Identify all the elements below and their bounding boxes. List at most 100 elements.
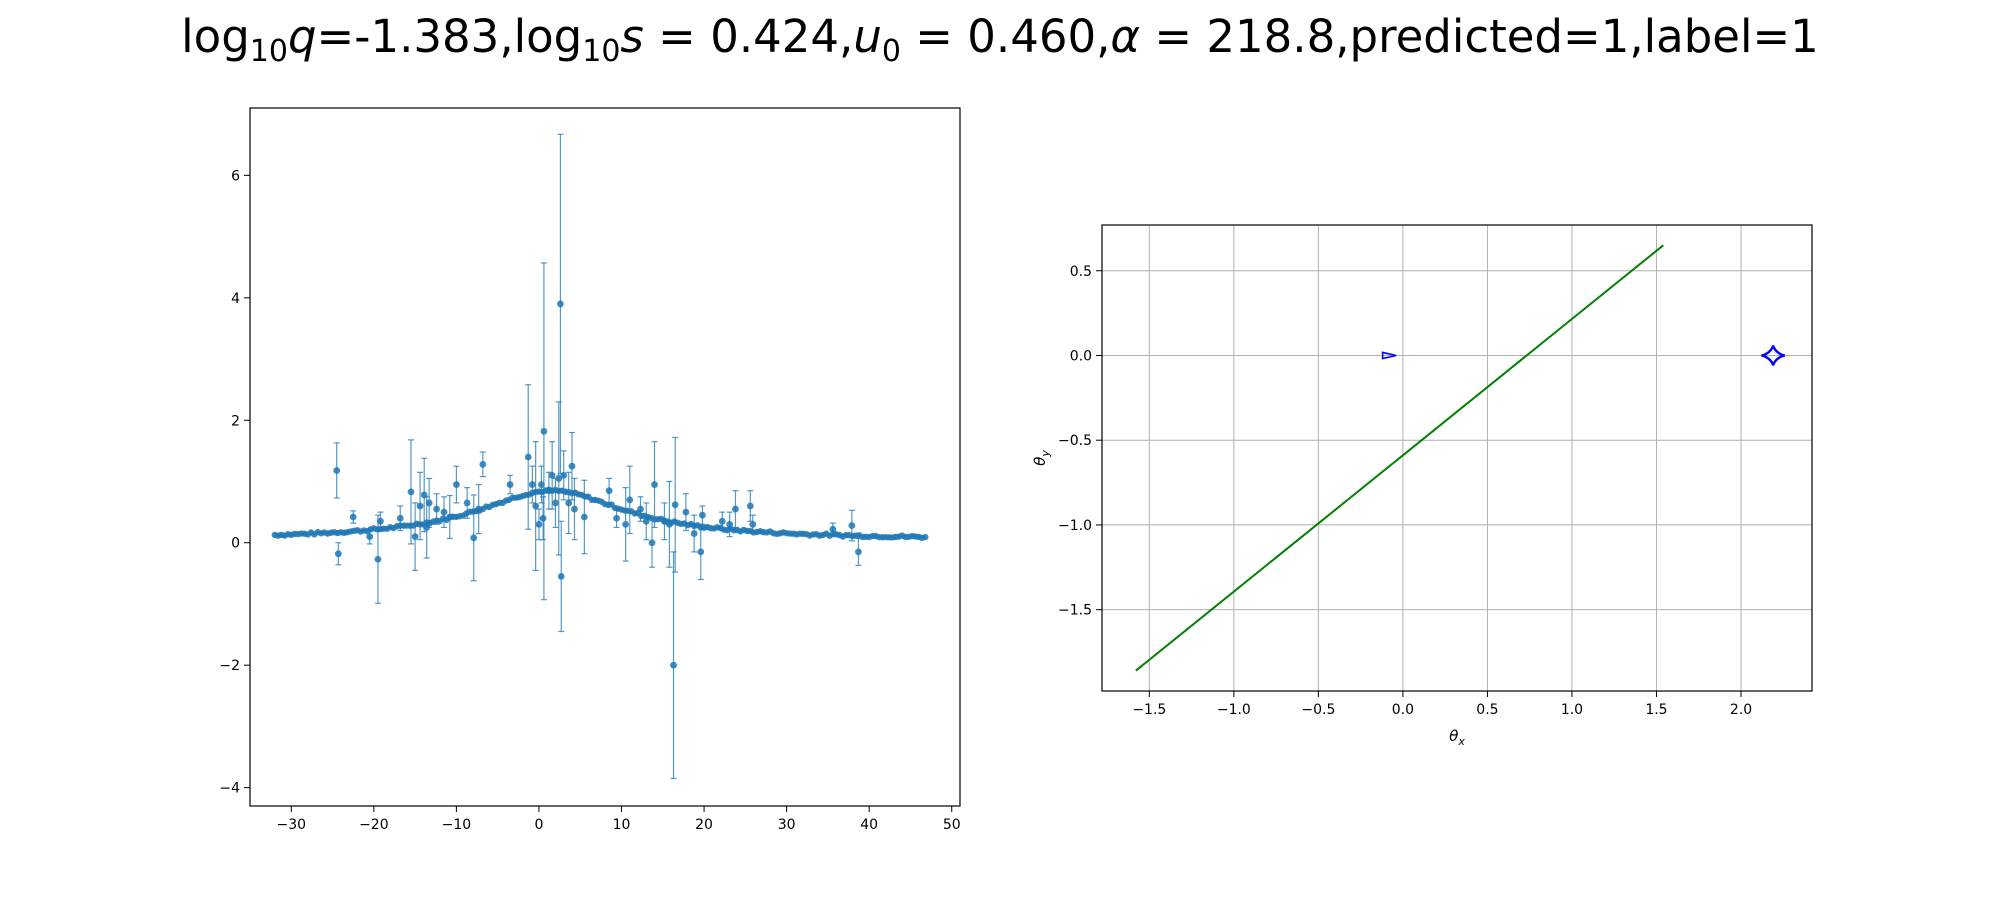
y-tick-label: 6: [231, 168, 240, 184]
plot-frame: [249, 107, 961, 807]
y-tick-label: −1.5: [1058, 603, 1092, 619]
y-tick-label: −2: [219, 658, 240, 674]
data-point: [548, 471, 556, 479]
data-point: [665, 520, 673, 528]
data-point: [440, 508, 448, 516]
plot-frame: [1101, 224, 1813, 692]
figure-title: log10q=-1.383,log10s = 0.424,u0 = 0.460,…: [181, 10, 1819, 69]
data-point: [605, 487, 613, 495]
data-point: [613, 514, 620, 522]
data-point: [374, 555, 382, 563]
data-point: [540, 427, 548, 435]
data-point: [565, 499, 573, 507]
x-tick-label: −0.5: [1301, 702, 1335, 718]
x-tick-label: 2.0: [1730, 702, 1752, 718]
x-tick-label: 1.5: [1645, 702, 1667, 718]
data-point: [535, 520, 543, 528]
data-point: [661, 517, 668, 525]
data-point: [642, 517, 650, 525]
data-point: [446, 513, 454, 521]
x-tick-label: 1.0: [1561, 702, 1583, 718]
x-tick-label: −1.0: [1217, 702, 1251, 718]
data-point: [545, 487, 553, 495]
data-point: [407, 488, 415, 496]
data-point: [433, 505, 440, 513]
data-point: [718, 517, 726, 525]
data-point: [555, 475, 563, 482]
data-point: [580, 513, 588, 521]
data-point: [452, 481, 460, 488]
data-point: [626, 496, 634, 504]
x-tick-label: 0: [534, 817, 543, 833]
data-point: [425, 499, 433, 507]
caustic-panel: −1.5 −1.0 −0.5 0.0 0.5 1.0 1.5 2.0 −1.5 −1.0 −0.5 0…: [1031, 224, 1813, 748]
x-tick-label: 10: [613, 817, 631, 833]
x-tick-label: 40: [860, 817, 878, 833]
data-point: [539, 514, 547, 522]
data-point: [690, 530, 698, 537]
x-axis-label: θx: [1449, 727, 1465, 748]
data-point: [479, 460, 487, 468]
y-tick-label: −4: [219, 781, 240, 797]
data-point: [746, 502, 754, 510]
data-point: [532, 502, 540, 510]
data-point: [922, 533, 929, 541]
data-point: [651, 481, 658, 488]
data-point: [732, 505, 739, 513]
data-point: [557, 572, 565, 580]
data-point: [670, 661, 677, 669]
data-point: [557, 300, 564, 308]
y-axis-label: θy: [1031, 450, 1052, 466]
x-tick-label: 0.5: [1476, 702, 1498, 718]
x-tick-label: 20: [695, 817, 713, 833]
x-tick-label: −30: [277, 817, 307, 833]
data-point: [749, 520, 757, 528]
planetary-caustic: [1381, 351, 1397, 360]
data-point: [571, 505, 578, 513]
data-point: [637, 505, 644, 513]
data-point: [682, 508, 690, 516]
data-point: [855, 548, 862, 556]
x-tick-label: −1.5: [1132, 702, 1166, 718]
source-trajectory: [1135, 244, 1664, 672]
x-tick-label: 50: [943, 817, 961, 833]
data-point: [560, 471, 568, 479]
data-point: [524, 453, 532, 461]
x-tick-label: 0.0: [1392, 702, 1414, 718]
data-point: [366, 533, 374, 540]
y-tick-label: 0: [231, 536, 240, 552]
data-point: [377, 517, 384, 525]
data-point: [333, 467, 341, 474]
data-point: [538, 481, 545, 488]
y-tick-label: 0.0: [1070, 348, 1092, 364]
y-tick-label: 2: [231, 413, 240, 429]
x-tick-label: −20: [359, 817, 389, 833]
data-point: [528, 481, 536, 488]
x-tick-label: −10: [442, 817, 472, 833]
y-tick-label: −0.5: [1058, 433, 1092, 449]
data-point: [697, 548, 705, 556]
data-point: [416, 502, 424, 510]
y-tick-label: −1.0: [1058, 518, 1092, 534]
data-point: [848, 522, 856, 529]
data-point: [334, 550, 342, 558]
x-tick-label: 30: [778, 817, 796, 833]
y-tick-label: 4: [231, 291, 240, 307]
data-point: [475, 505, 483, 513]
data-point: [470, 534, 478, 542]
data-point: [829, 525, 837, 533]
data-point: [396, 514, 404, 522]
data-point: [726, 520, 734, 528]
data-point: [568, 462, 576, 470]
data-point: [349, 513, 357, 521]
central-caustic: [1761, 345, 1785, 366]
data-point: [648, 539, 656, 547]
data-point: [622, 520, 630, 528]
data-point: [411, 533, 419, 540]
data-point: [506, 481, 514, 488]
y-tick-label: 0.5: [1070, 264, 1092, 280]
data-point: [463, 499, 471, 507]
data-point: [699, 511, 706, 519]
